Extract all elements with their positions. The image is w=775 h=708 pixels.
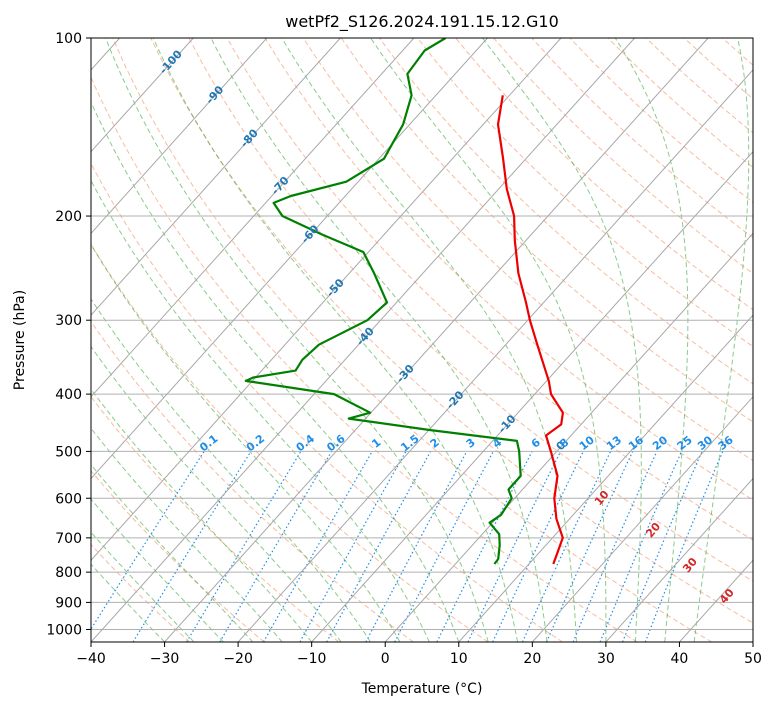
dry-adiabat [112, 38, 713, 642]
dry-adiabat [340, 38, 753, 423]
y-axis-ticks: 100 200 300 400 500 600 700 800 900 1000 [46, 31, 91, 638]
mixing-ratio-line [572, 451, 658, 642]
y-tick-label: 200 [55, 209, 82, 225]
x-tick-label: 30 [597, 651, 615, 667]
chart-title: wetPf2_S126.2024.191.15.12.G10 [285, 12, 559, 32]
mixing-ratio-line [326, 451, 432, 642]
y-tick-label: 100 [55, 31, 82, 47]
pressure-gridlines [91, 38, 753, 630]
mixing-ratio-line [599, 451, 683, 642]
dry-adiabat [150, 38, 753, 624]
moist-adiabat [281, 38, 577, 642]
dewpoint-profile [244, 38, 522, 565]
x-axis-label: Temperature (°C) [361, 681, 483, 697]
dry-adiabat [417, 38, 753, 348]
mixing-ratio-line [644, 451, 724, 642]
plot-frame [90, 37, 754, 643]
y-tick-label: 300 [55, 313, 82, 329]
moist-adiabat [370, 38, 607, 642]
dry-adiabat [91, 470, 265, 642]
isotherm [91, 38, 268, 235]
y-tick-label: 1000 [46, 622, 82, 638]
moist-adiabat [91, 298, 371, 642]
isotherms [91, 38, 753, 642]
dry-adiabat [91, 162, 563, 642]
moist-adiabats [91, 38, 750, 642]
mixing-ratio-line [546, 451, 634, 642]
y-tick-label: 500 [55, 444, 82, 460]
moist-adiabat [91, 563, 165, 642]
isotherm [311, 150, 753, 642]
moist-adiabat [91, 388, 313, 642]
isotherm [91, 38, 488, 480]
mixing-ratio-line [262, 451, 373, 642]
isotherm [605, 477, 753, 642]
x-tick-label: −10 [297, 651, 327, 667]
moist-adiabat [693, 38, 750, 642]
y-tick-label: 700 [55, 531, 82, 547]
isotherm [384, 232, 753, 642]
isotherm [237, 69, 753, 642]
isotherm [91, 38, 415, 398]
x-axis-ticks: −40 −30 −20 −10 0 10 20 30 40 50 [76, 642, 762, 667]
mixing-ratio-line [91, 451, 205, 631]
dry-adiabat [91, 243, 489, 642]
x-tick-label: 10 [450, 651, 468, 667]
x-tick-label: −30 [150, 651, 180, 667]
dry-adiabat [302, 38, 753, 462]
y-tick-label: 800 [55, 565, 82, 581]
x-tick-label: 40 [671, 651, 689, 667]
moist-adiabat [91, 243, 401, 642]
y-tick-label: 400 [55, 387, 82, 403]
moist-adiabat [91, 179, 430, 642]
x-tick-label: 0 [381, 651, 390, 667]
dry-adiabat [188, 38, 753, 582]
isotherm [458, 314, 753, 642]
moist-adiabat [614, 38, 689, 642]
isotherm [91, 38, 194, 153]
moist-adiabat [91, 100, 460, 642]
profile-series [244, 38, 564, 565]
dry-adiabat [455, 38, 753, 311]
x-tick-label: −20 [223, 651, 253, 667]
y-tick-label: 900 [55, 595, 82, 611]
x-tick-label: −40 [76, 651, 106, 667]
mixing-ratio-line [299, 451, 407, 642]
moist-adiabat [210, 38, 548, 642]
x-tick-label: 50 [744, 651, 762, 667]
isotherm [91, 38, 341, 316]
mixing-ratio-line [622, 451, 703, 642]
moist-adiabat [91, 463, 254, 642]
moist-adiabat [105, 38, 489, 642]
moist-adiabat [91, 531, 195, 642]
temperature-profile [496, 95, 564, 565]
moist-adiabat [482, 38, 642, 642]
y-tick-label: 600 [55, 491, 82, 507]
isotherm [91, 38, 562, 562]
moist-adiabat [152, 38, 519, 642]
isotherm [164, 38, 709, 642]
isotherm [531, 396, 753, 642]
isotherm [91, 38, 635, 642]
y-axis-label: Pressure (hPa) [12, 290, 28, 390]
x-tick-label: 20 [523, 651, 541, 667]
moist-adiabat [91, 498, 224, 642]
